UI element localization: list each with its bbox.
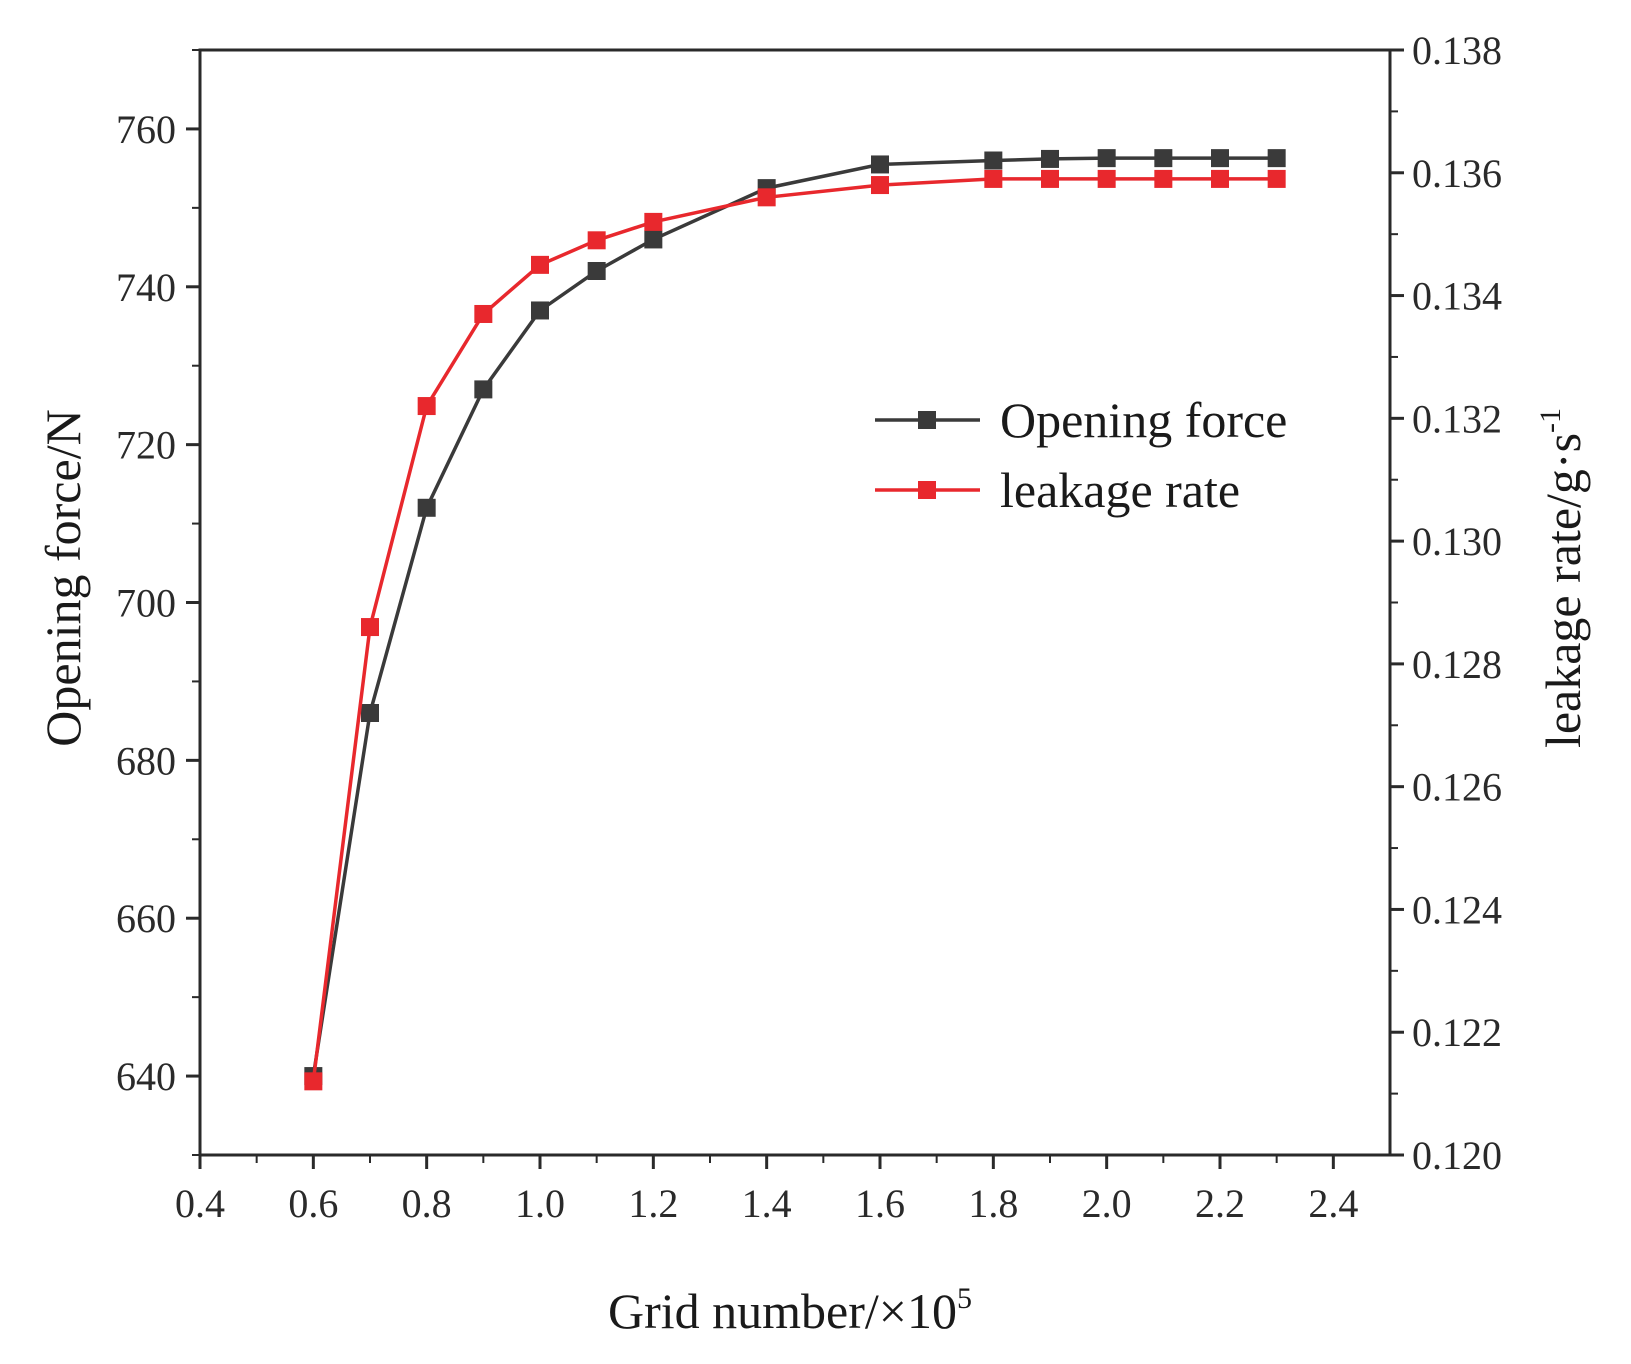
x-tick-label: 1.6 [855, 1181, 905, 1226]
y-right-axis-title-text: leakage rate/g·s [1535, 433, 1591, 748]
data-point [417, 498, 436, 517]
data-point [1154, 149, 1173, 168]
data-point [1041, 169, 1059, 188]
data-point [1211, 149, 1229, 168]
x-tick-label: 0.4 [175, 1181, 225, 1226]
series-line [311, 177, 1277, 1082]
legend: Opening force leakage rate [875, 392, 1287, 518]
y-right-tick-label: 0.120 [1412, 1133, 1502, 1178]
data-point [1211, 169, 1229, 188]
y-right-tick-label: 0.128 [1412, 642, 1502, 687]
data-point [587, 231, 606, 250]
data-point [474, 304, 493, 323]
y-right-tick-label: 0.138 [1412, 28, 1502, 73]
data-point [531, 255, 549, 274]
x-axis-title: Grid number/×105 [608, 1282, 972, 1339]
y-left-axis-title: Opening force/N [35, 409, 91, 746]
series-line [311, 156, 1277, 1077]
series-leakage-rate [304, 169, 1286, 1091]
x-tick-label: 0.8 [402, 1181, 452, 1226]
y-right-tick-label: 0.126 [1412, 765, 1502, 810]
series-opening-force [304, 149, 1286, 1086]
y-right-tick-label: 0.132 [1412, 396, 1502, 441]
x-tick-label: 0.6 [288, 1181, 338, 1226]
y-right-tick-label: 0.122 [1412, 1010, 1502, 1055]
data-point [361, 618, 379, 637]
y-left-tick-label: 640 [116, 1054, 176, 1099]
data-point [644, 230, 663, 249]
x-tick-label: 1.4 [742, 1181, 792, 1226]
series-layer [304, 149, 1286, 1091]
legend-marker [918, 481, 936, 499]
data-point [304, 1072, 323, 1091]
y-left-tick-label: 720 [116, 423, 176, 468]
data-point [1267, 169, 1286, 188]
y-left-tick-label: 700 [116, 581, 176, 626]
y-right-tick-label: 0.136 [1412, 151, 1502, 196]
data-point [1097, 169, 1116, 188]
y-right-tick-label: 0.134 [1412, 274, 1502, 319]
y-left-tick-label: 740 [116, 265, 176, 310]
data-point [1267, 149, 1286, 168]
x-tick-label: 2.0 [1082, 1181, 1132, 1226]
legend-item: Opening force [875, 392, 1287, 448]
data-point [474, 380, 493, 399]
plot-frame [198, 48, 1392, 1157]
x-axis-title-text: Grid number/×10 [608, 1283, 957, 1339]
legend-label: leakage rate [1000, 462, 1240, 518]
data-point [361, 704, 379, 722]
x-tick-label: 2.2 [1195, 1181, 1245, 1226]
legend-marker [918, 411, 936, 429]
axis-titles: Grid number/×105 Opening force/N leakage… [35, 408, 1591, 1339]
y-right-axis-title-superscript: -1 [1534, 408, 1567, 433]
axes-layer: 0.4 0.6 0.8 1.0 1.2 1.4 1.6 1.8 2.0 2.2 2.4 640 660 6… [116, 28, 1502, 1226]
x-tick-label: 1.0 [515, 1181, 565, 1226]
data-point [417, 397, 436, 416]
y-left-tick-label: 680 [116, 738, 176, 783]
legend-label: Opening force [1000, 392, 1287, 448]
data-point [757, 188, 776, 207]
y-right-tick-label: 0.124 [1412, 887, 1502, 932]
data-point [1097, 149, 1116, 168]
data-point [587, 262, 606, 280]
data-point [531, 301, 549, 320]
y-right-axis-title: leakage rate/g·s-1 [1534, 408, 1591, 748]
x-tick-label: 2.4 [1308, 1181, 1358, 1226]
legend-item: leakage rate [875, 462, 1240, 518]
x-tick-label: 1.2 [628, 1181, 678, 1226]
data-point [644, 212, 663, 231]
data-point [1041, 149, 1059, 168]
data-point [984, 151, 1003, 170]
y-right-tick-label: 0.130 [1412, 519, 1502, 564]
y-left-tick-label: 760 [116, 107, 176, 152]
data-point [984, 169, 1003, 188]
x-axis-title-superscript: 5 [957, 1282, 972, 1315]
x-tick-label: 1.8 [968, 1181, 1018, 1226]
data-point [871, 155, 889, 174]
data-point [1154, 169, 1173, 188]
y-left-tick-label: 660 [116, 896, 176, 941]
data-point [871, 176, 889, 195]
